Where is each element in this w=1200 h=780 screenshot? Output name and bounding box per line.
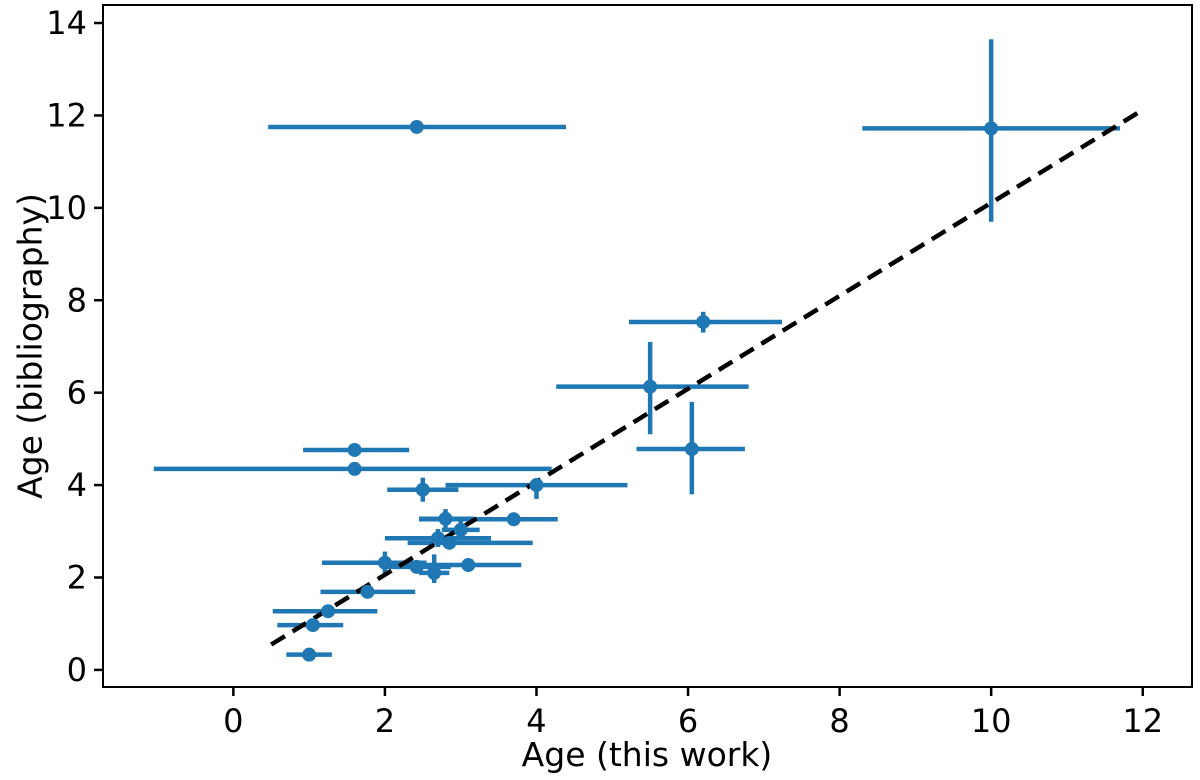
data-point bbox=[442, 535, 457, 550]
y-tick-label: 12 bbox=[46, 96, 87, 134]
y-tick-label: 0 bbox=[67, 651, 87, 689]
x-tick-label: 12 bbox=[1122, 702, 1163, 740]
x-tick-label: 0 bbox=[223, 702, 243, 740]
identity-line bbox=[270, 110, 1140, 647]
y-axis-label: Age (bibliography) bbox=[10, 193, 50, 499]
y-tick-label: 10 bbox=[46, 189, 87, 227]
y-tick-label: 6 bbox=[67, 374, 87, 412]
x-tick-label: 4 bbox=[526, 702, 546, 740]
data-point bbox=[430, 531, 445, 546]
plot-frame bbox=[102, 4, 1193, 688]
data-point bbox=[409, 119, 424, 134]
data-point bbox=[427, 565, 442, 580]
data-point bbox=[453, 522, 468, 537]
data-point bbox=[506, 512, 521, 527]
x-tick-label: 10 bbox=[971, 702, 1012, 740]
x-tick-label: 2 bbox=[375, 702, 395, 740]
x-axis-label: Age (this work) bbox=[521, 735, 773, 774]
data-point bbox=[302, 647, 317, 662]
data-point bbox=[529, 478, 544, 493]
y-tick-label: 4 bbox=[67, 466, 87, 504]
data-point bbox=[305, 618, 320, 633]
x-tick-label: 8 bbox=[829, 702, 849, 740]
data-point bbox=[684, 442, 699, 457]
y-tick-label: 2 bbox=[67, 558, 87, 596]
data-point bbox=[347, 461, 362, 476]
data-point bbox=[438, 511, 453, 526]
data-point bbox=[415, 482, 430, 497]
data-point bbox=[643, 379, 658, 394]
data-point bbox=[461, 558, 476, 573]
data-point bbox=[984, 121, 999, 136]
data-point bbox=[360, 584, 375, 599]
x-tick-label: 6 bbox=[678, 702, 698, 740]
data-point bbox=[409, 559, 424, 574]
y-tick-label: 14 bbox=[46, 4, 87, 42]
y-tick-label: 8 bbox=[67, 281, 87, 319]
data-point bbox=[696, 314, 711, 329]
data-point bbox=[347, 442, 362, 457]
data-point bbox=[377, 555, 392, 570]
data-point bbox=[321, 604, 336, 619]
